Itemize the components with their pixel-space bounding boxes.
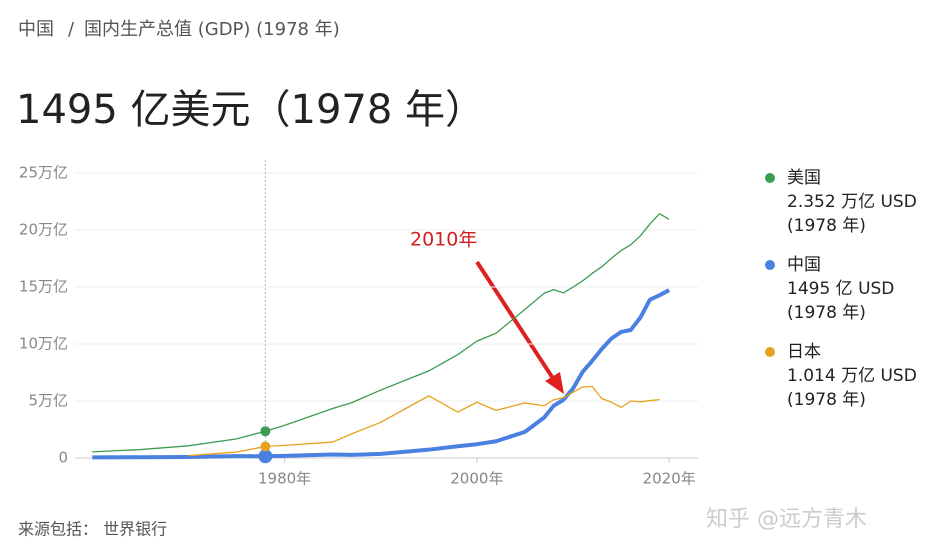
legend-marker [765, 173, 775, 183]
legend-period: (1978 年) [787, 303, 866, 323]
legend-value: 1.014 万亿 USD [787, 366, 917, 386]
annotation-arrowhead [545, 372, 564, 394]
legend-period: (1978 年) [787, 216, 866, 236]
x-tick-label: 1980年 [258, 470, 311, 488]
chart-title: 1495 亿美元（1978 年） [16, 87, 485, 133]
breadcrumb: 国内生产总值 (GDP) (1978 年) [84, 19, 340, 40]
watermark: 知乎 @远方青木 [706, 507, 867, 532]
line [92, 288, 671, 460]
annotation-arrow [475, 260, 558, 385]
annotation: 2010年 [410, 229, 477, 251]
highlight-point [260, 441, 271, 452]
legend-value: 2.352 万亿 USD [787, 192, 917, 212]
breadcrumb-separator: / [68, 19, 75, 40]
legend-label: 中国 [787, 255, 821, 275]
legend-value: 1495 亿 USD [787, 279, 894, 299]
y-tick-label: 10万亿 [19, 335, 68, 353]
line [92, 213, 670, 453]
legend-period: (1978 年) [787, 390, 866, 410]
y-tick-label: 25万亿 [19, 164, 68, 182]
y-tick-label: 5万亿 [28, 392, 68, 410]
legend-label: 美国 [787, 168, 821, 188]
breadcrumb[interactable]: 中国 [18, 19, 54, 40]
legend-label: 日本 [787, 342, 821, 362]
y-tick-label: 15万亿 [19, 278, 68, 296]
line [188, 385, 660, 457]
y-tick-label: 20万亿 [19, 221, 68, 239]
highlight-point [258, 449, 273, 464]
x-tick-label: 2000年 [450, 470, 503, 488]
highlight-point [260, 426, 271, 437]
y-tick-label: 0 [58, 449, 68, 467]
legend-marker [765, 347, 775, 357]
source: 来源包括： 世界银行 [18, 520, 167, 539]
x-tick-label: 2020年 [643, 470, 696, 488]
legend-marker [765, 260, 775, 270]
